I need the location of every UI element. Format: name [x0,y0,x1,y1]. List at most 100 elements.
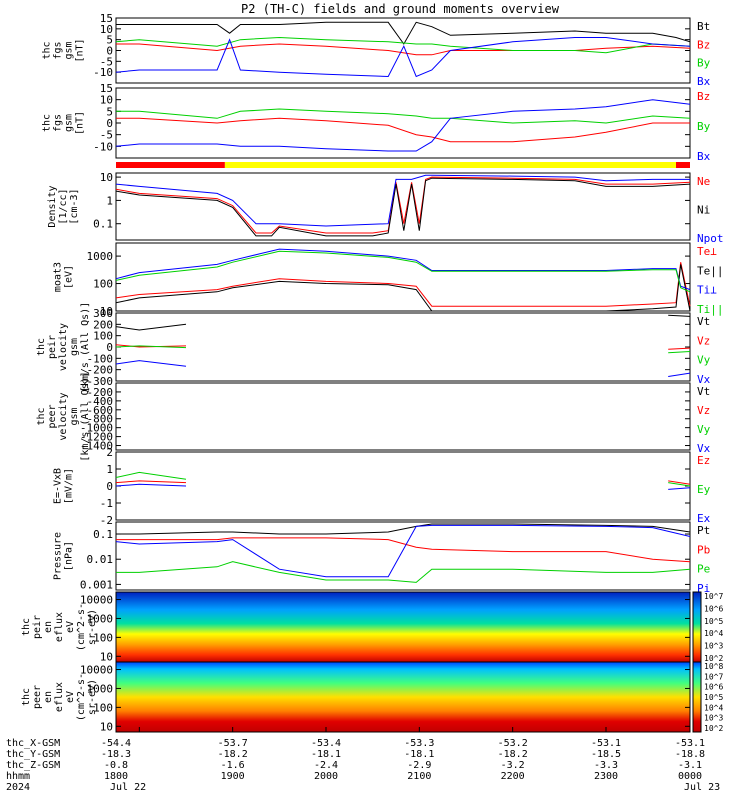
panel-7: -2 -1 0 1 2 E=-VxB [mV/m] Ez Ey Ex [53,446,711,527]
y-axis-label: thc [36,407,47,425]
x-tick-label: Jul 22 [110,782,146,793]
y-tick-label: 15 [100,12,113,25]
y-axis-label: peer [32,685,43,709]
figure-title: P2 (TH-C) fields and ground moments over… [241,2,560,16]
y-tick-label: -10 [93,140,113,153]
y-tick-label: 0.01 [87,553,114,566]
series-line-Vz [115,344,187,348]
x-tick-label: -18.2 [498,749,528,760]
y-tick-label: 10000 [80,664,113,677]
y-axis-label: thc [42,41,53,59]
series-line-Ni [115,177,691,237]
y-axis-label: thc [42,114,53,132]
series-line-Vy [115,345,187,349]
y-axis-label: peir [47,335,58,359]
y-tick-label: -1400 [80,440,113,453]
panel-10: 10^210^3 10^410^510^6 10^710^8 10 100 1000 100… [21,661,723,733]
colorbar-tick-label: 10^3 [704,642,723,651]
y-tick-label: 10 [100,94,113,107]
x-tick-label: 0000 [678,771,702,782]
y-tick-label: 100 [93,278,113,291]
y-tick-label: -1 [100,497,113,510]
y-tick-label: -200 [87,364,114,377]
series-line-Ex [668,487,691,490]
legend-entry: Pe [697,563,710,576]
series-line-Bz [116,117,690,143]
series-line-Ex [115,483,187,487]
y-axis-label: [nT] [75,111,86,135]
y-axis-label: en [43,691,54,703]
series-line-Pe [116,561,691,583]
y-tick-label: 1000 [87,250,114,263]
y-tick-label: 1 [106,463,113,476]
x-tick-label: -53.4 [311,738,341,749]
y-axis-label: sr-eV) [87,609,98,645]
status-bar-segment [224,162,676,168]
panel-frame [115,521,691,591]
y-axis-label: thc [36,338,47,356]
x-tick-label: 2100 [407,771,431,782]
y-axis-label: [eV] [64,265,75,289]
x-tick-label: 2300 [594,771,618,782]
y-tick-label: -200 [87,386,114,399]
y-tick-label: -1000 [80,422,113,435]
series-line-Ey [668,482,691,487]
legend-entry: Ti⊥ [697,284,717,297]
y-axis-label: E=-VxB [53,468,64,504]
colorbar-tick-label: 10^6 [704,604,723,613]
legend-entry: Vx [697,442,711,455]
panel-frame [115,172,691,241]
legend-entry: By [697,120,711,133]
y-axis-label: [km/s (All Qs)] [80,302,91,392]
series-line-Pb [116,537,691,563]
x-tick-label: -53.1 [591,738,621,749]
panel-frame [115,661,691,733]
legend-entry: Npot [697,232,724,245]
y-tick-label: 100 [93,631,113,644]
x-tick-label: -18.1 [311,749,341,760]
x-axis-row-label: thc_X-GSM [6,738,60,749]
panel-frame [115,382,691,451]
x-tick-label: -0.8 [104,760,128,771]
legend-entry: Te|| [697,264,724,277]
x-tick-label: -2.9 [407,760,431,771]
colorbar-tick-label: 10^3 [704,714,723,723]
y-tick-label: 0.1 [93,528,113,541]
legend-entry: Ti|| [697,303,724,316]
x-tick-label: 2200 [501,771,525,782]
legend-entry: Ez [697,454,710,467]
status-bar-segment [676,162,690,168]
legend-entry: Bx [697,150,711,163]
series-line-Te|| [115,264,691,312]
series-line-Bz [116,43,691,56]
y-axis-label: [nT] [75,38,86,62]
series-line-Ez [115,480,187,484]
colorbar-tick-label: 10^4 [704,703,723,712]
y-tick-label: -300 [87,375,114,388]
series-line-Vx [115,360,187,367]
y-axis-label: [1/cc] [58,188,69,224]
x-tick-label: -18.2 [218,749,248,760]
y-tick-label: 10 [100,650,113,663]
x-tick-label: -18.1 [404,749,434,760]
colorbar-tick-label: 10^8 [704,662,723,671]
y-axis-label: [nPa] [64,541,75,571]
y-axis-label: moat3 [53,262,64,292]
y-tick-label: 1000 [87,612,114,625]
panel-frame [115,242,691,312]
series-line-Te⊥ [115,262,691,307]
y-axis-label: thc [21,618,32,636]
legend-entry: Te⊥ [697,245,717,258]
x-tick-label: -53.1 [675,738,705,749]
y-tick-label: -100 [87,352,114,365]
y-tick-label: -1200 [80,431,113,444]
x-tick-label: -3.1 [678,760,702,771]
x-tick-label: -3.3 [594,760,618,771]
y-axis-label: velocity [58,323,69,371]
series-line-Pi [115,524,691,578]
